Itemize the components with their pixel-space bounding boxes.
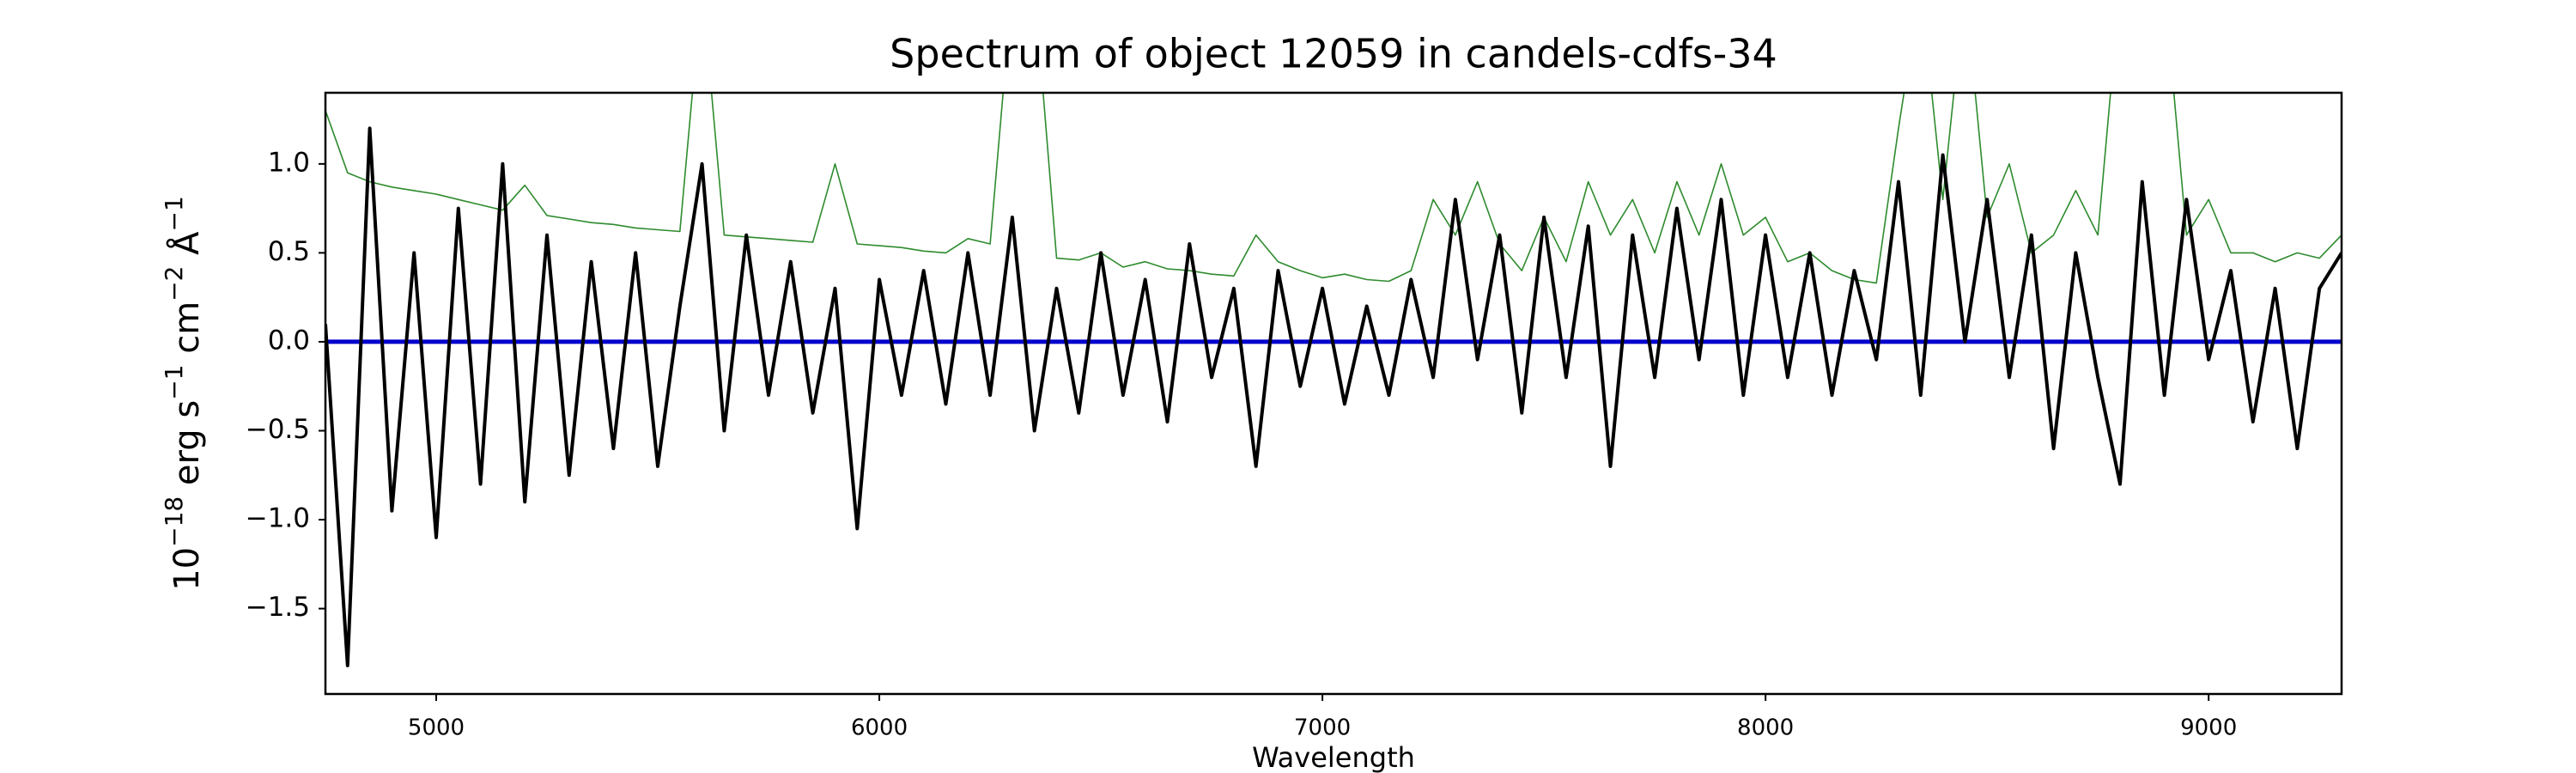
y-label-exponent: −1 [160, 365, 188, 400]
x-tick-label: 7000 [1294, 715, 1351, 741]
y-tick-label: 1.0 [268, 147, 310, 178]
y-tick-label: 0.0 [268, 325, 310, 356]
x-tick-label: 8000 [1737, 715, 1794, 741]
y-label-exponent: −1 [160, 196, 188, 231]
x-tick-label: 9000 [2180, 715, 2237, 741]
y-tick-label: 0.5 [268, 236, 310, 267]
y-tick-label: −0.5 [246, 414, 310, 445]
series-line [325, 93, 2342, 284]
y-axis-label: 10−18 erg s−1 cm−2 Å−1 [160, 196, 208, 591]
series-line [325, 126, 2342, 667]
plot-frame [324, 91, 2343, 696]
x-tick-label: 5000 [408, 715, 465, 741]
y-label-part: 10 [167, 547, 207, 591]
y-label-exponent: −18 [160, 496, 188, 547]
y-label-part: cm [167, 301, 207, 365]
y-label-part: erg s [167, 400, 207, 496]
x-tick-label: 6000 [851, 715, 908, 741]
x-axis-label: Wavelength [1252, 741, 1415, 773]
y-label-part: Å [166, 231, 207, 266]
y-tick-label: −1.5 [246, 592, 310, 623]
plot-lines [325, 93, 2342, 667]
y-label-exponent: −2 [160, 266, 188, 301]
chart-title: Spectrum of object 12059 in candels-cdfs… [890, 31, 1777, 77]
y-tick-label: −1.0 [246, 503, 310, 534]
